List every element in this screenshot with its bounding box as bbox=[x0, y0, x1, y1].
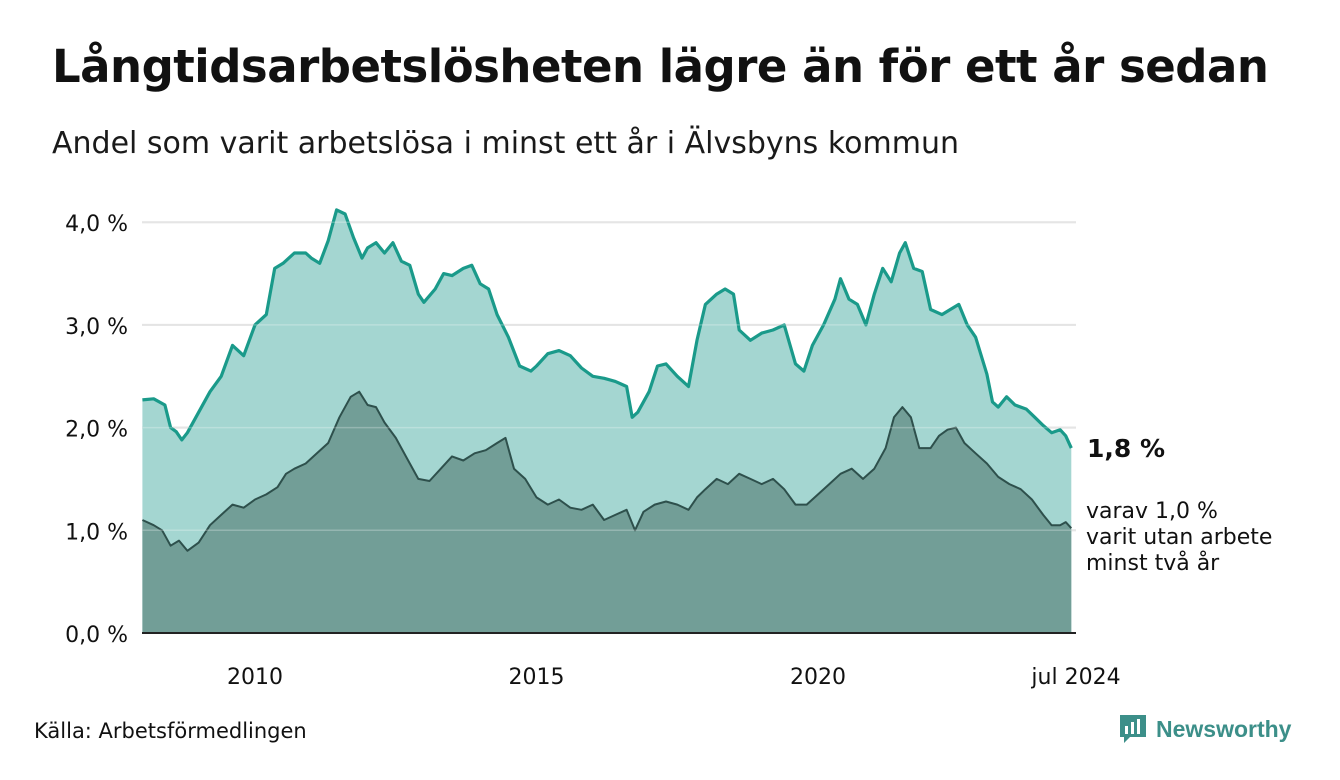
x-tick-label: 2010 bbox=[227, 665, 283, 690]
x-tick-label: jul 2024 bbox=[1030, 665, 1120, 690]
series-2-end-label-line: minst två år bbox=[1086, 550, 1220, 576]
data-areas bbox=[141, 208, 1076, 633]
brand-logo[interactable]: Newsworthy bbox=[1118, 713, 1291, 745]
series-area-2 bbox=[142, 391, 1072, 633]
chart-title: Långtidsarbetslösheten lägre än för ett … bbox=[52, 40, 1269, 93]
x-tick-label: 2020 bbox=[790, 665, 846, 690]
y-tick-label: 2,0 % bbox=[65, 418, 128, 443]
brand-name: Newsworthy bbox=[1156, 715, 1292, 742]
newsworthy-logo-icon bbox=[1120, 715, 1146, 743]
axes: 0,0 % 1,0 % 2,0 % 3,0 % 4,0 % 2010 2015 2020 jul… bbox=[65, 212, 1120, 690]
series-2-end-label-line: varav 1,0 % bbox=[1086, 499, 1218, 524]
y-tick-label: 4,0 % bbox=[65, 212, 128, 237]
y-tick-label: 0,0 % bbox=[65, 623, 128, 648]
series-line-1 bbox=[142, 208, 1073, 449]
chart-subtitle: Andel som varit arbetslösa i minst ett å… bbox=[52, 126, 959, 161]
series-2-end-label-line: varit utan arbete bbox=[1086, 525, 1272, 550]
x-tick-label: 2015 bbox=[509, 665, 565, 690]
source-note: Källa: Arbetsförmedlingen bbox=[34, 719, 307, 743]
y-tick-label: 3,0 % bbox=[65, 315, 128, 340]
y-tick-label: 1,0 % bbox=[65, 520, 128, 545]
series-1-end-label: 1,8 % bbox=[1087, 434, 1165, 463]
series-line-2 bbox=[141, 390, 1073, 552]
